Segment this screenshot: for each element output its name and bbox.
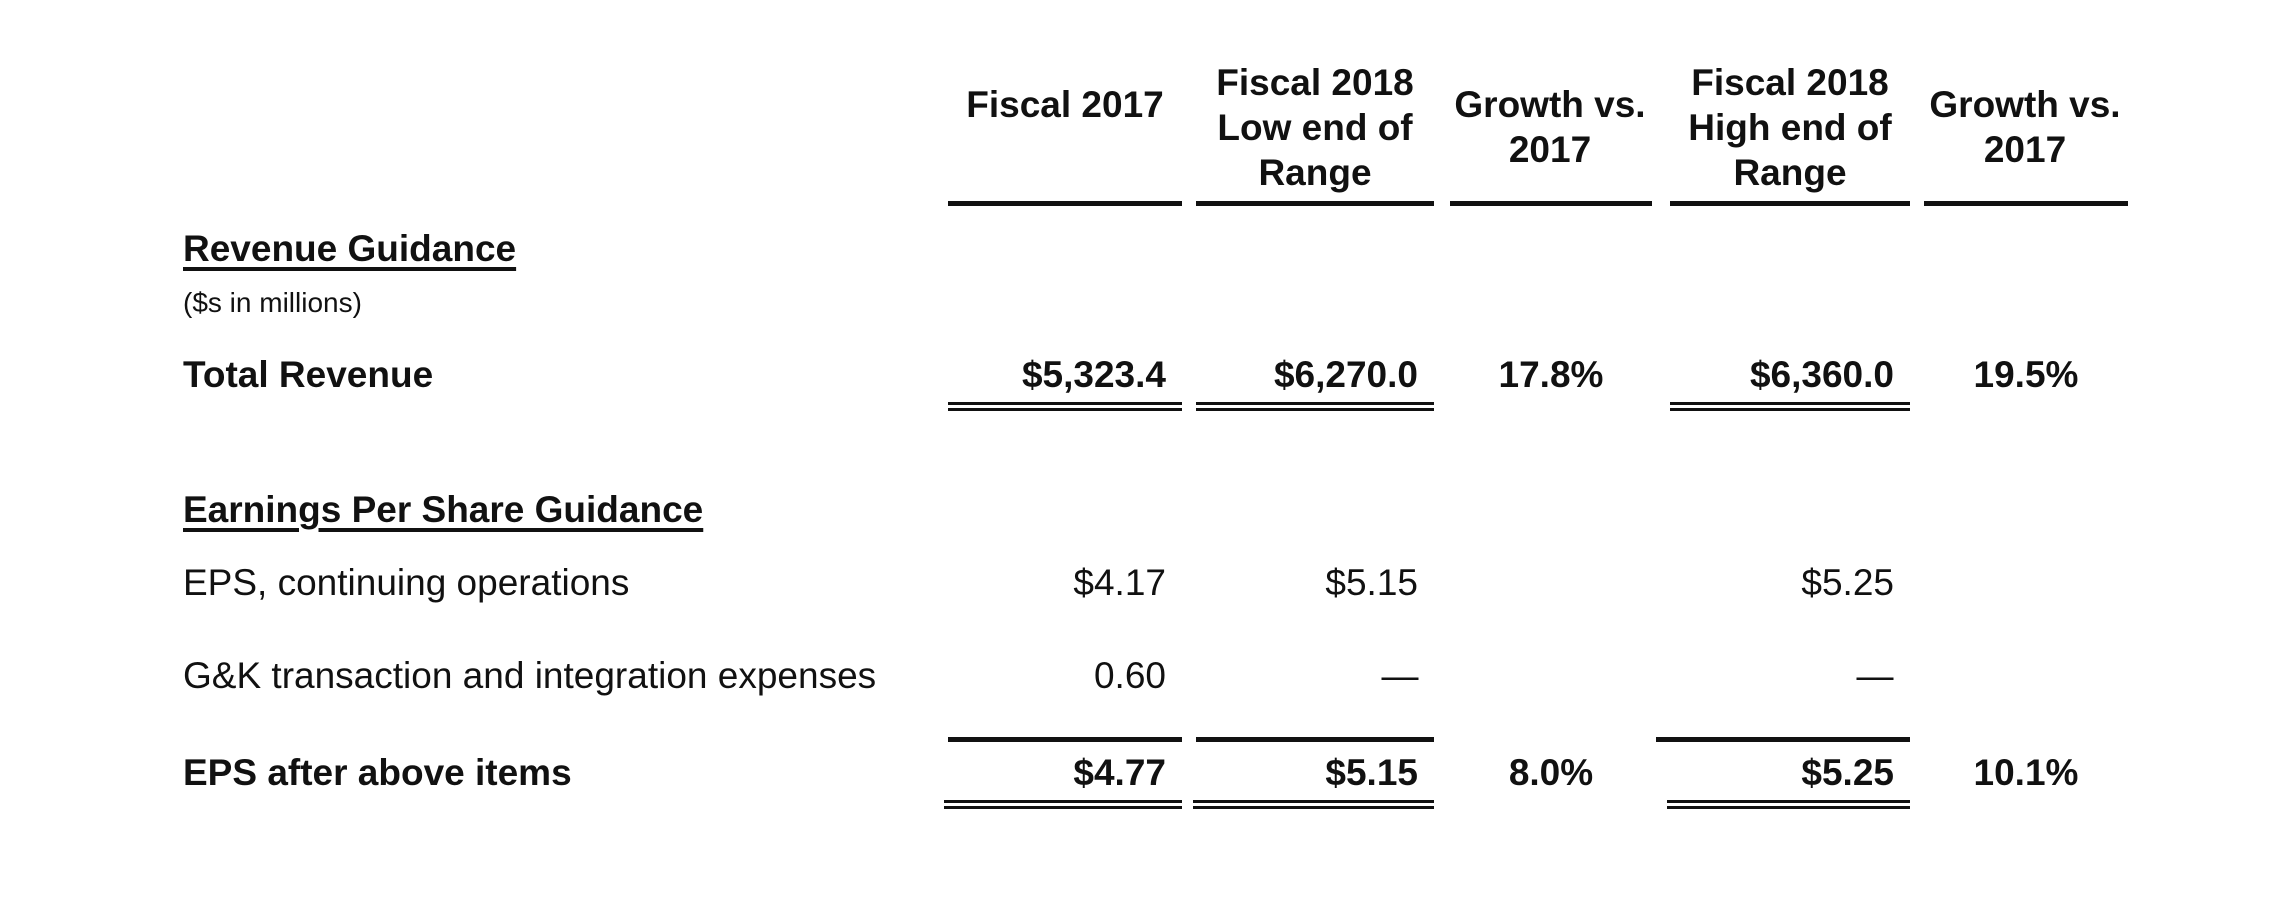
eps-after-low-end: $5.15 [1325,752,1418,793]
eps-double-rule [944,800,1182,809]
eps-continuing-fiscal-2017: $4.17 [1073,562,1166,603]
eps-double-rule [1193,800,1434,809]
total-revenue-fiscal-2017: $5,323.4 [1021,354,1166,395]
subtotal-rule [1656,737,1910,742]
total-revenue-label: Total Revenue [183,354,434,395]
col-header-growth-low: Growth vs. 2017 [1454,84,1646,170]
eps-guidance-heading: Earnings Per Share Guidance [183,489,704,530]
total-revenue-high-end: $6,360.0 [1749,354,1894,395]
gk-expenses-label: G&K transaction and integration expenses [183,655,877,696]
subtotal-rule [948,737,1182,742]
gk-expenses-fiscal-2017: 0.60 [1093,655,1166,696]
header-rule [1924,201,2128,206]
eps-double-rule [1667,800,1910,809]
col-header-fiscal-2018-low: Fiscal 2018 Low end of Range [1216,62,1414,193]
col-header-fiscal-2017: Fiscal 2017 [966,84,1164,125]
col-header-fiscal-2018-high: Fiscal 2018 High end of Range [1688,62,1892,193]
total-double-rule [1670,402,1910,411]
eps-after-high-end: $5.25 [1801,752,1894,793]
gk-expenses-low-end: — [1381,655,1419,696]
header-rule [1450,201,1652,206]
eps-continuing-label: EPS, continuing operations [183,562,630,603]
total-revenue-growth-low: 17.8% [1498,354,1604,395]
gk-expenses-high-end: — [1856,655,1894,696]
eps-after-fiscal-2017: $4.77 [1073,752,1166,793]
col-header-growth-high: Growth vs. 2017 [1929,84,2121,170]
subtotal-rule [1196,737,1434,742]
header-rule [1196,201,1434,206]
eps-after-items-label: EPS after above items [183,752,572,793]
eps-after-growth-high: 10.1% [1973,752,2079,793]
revenue-guidance-heading: Revenue Guidance [183,228,517,269]
units-note: ($s in millions) [183,287,362,318]
eps-after-growth-low: 8.0% [1508,752,1594,793]
header-rule [1670,201,1910,206]
eps-continuing-low-end: $5.15 [1325,562,1418,603]
header-rule [948,201,1182,206]
total-revenue-low-end: $6,270.0 [1273,354,1418,395]
total-double-rule [948,402,1182,411]
total-revenue-growth-high: 19.5% [1973,354,2079,395]
eps-continuing-high-end: $5.25 [1801,562,1894,603]
total-double-rule [1196,402,1434,411]
